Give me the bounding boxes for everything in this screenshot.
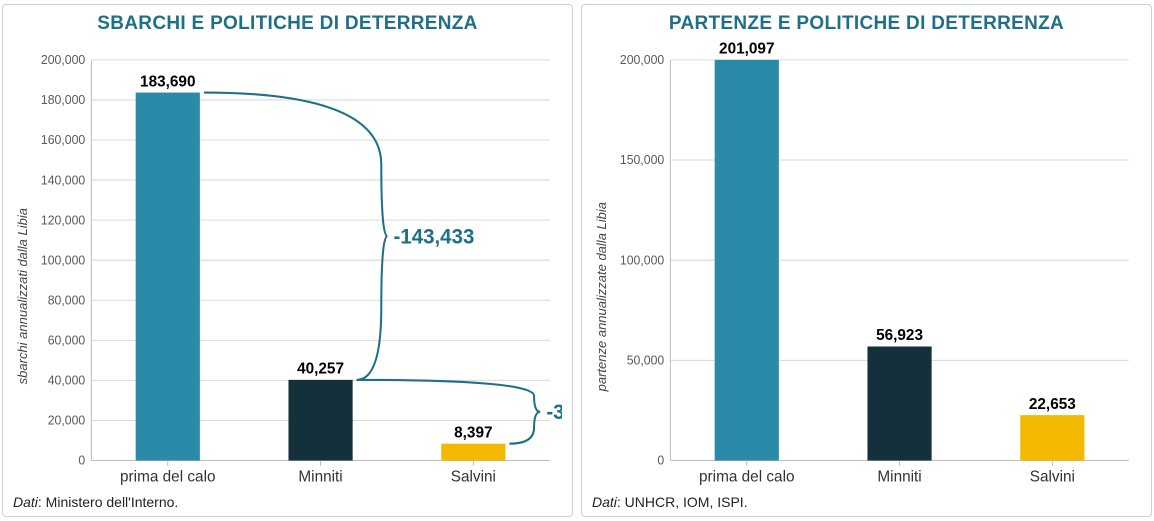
left-chart-plot-area: 0 20,000 40,000 60,000 80,000 100,000 120,000 1… bbox=[30, 41, 562, 492]
svg-text:50,000: 50,000 bbox=[627, 353, 665, 367]
left-chart-title: SBARCHI E POLITICHE DI DETERRENZA bbox=[13, 13, 562, 35]
svg-text:0: 0 bbox=[657, 454, 664, 468]
svg-text:80,000: 80,000 bbox=[48, 293, 86, 307]
svg-text:60,000: 60,000 bbox=[48, 333, 86, 347]
diff-label: -31,860 bbox=[546, 401, 562, 424]
svg-text:20,000: 20,000 bbox=[48, 414, 86, 428]
left-chart-source-text: : Ministero dell'Interno. bbox=[38, 494, 178, 510]
category-label: Salvini bbox=[451, 468, 496, 485]
svg-text:200,000: 200,000 bbox=[620, 53, 664, 67]
svg-text:140,000: 140,000 bbox=[41, 173, 85, 187]
right-chart-source-label: Dati bbox=[592, 494, 617, 510]
right-chart-source-text: : UNHCR, IOM, ISPI. bbox=[617, 494, 748, 510]
diff-brace bbox=[204, 93, 387, 380]
category-label: Minniti bbox=[298, 468, 342, 485]
diff-brace bbox=[357, 380, 540, 444]
right-chart-source: Dati: UNHCR, IOM, ISPI. bbox=[592, 492, 1141, 510]
svg-text:100,000: 100,000 bbox=[41, 253, 85, 267]
svg-text:100,000: 100,000 bbox=[620, 253, 664, 267]
diff-label: -143,433 bbox=[394, 225, 475, 248]
bar-value-label: 8,397 bbox=[454, 424, 492, 441]
right-chart-plot-area: 0 50,000 100,000 150,000 200,000 prima del ca… bbox=[609, 41, 1141, 492]
bar-value-label: 183,690 bbox=[140, 73, 195, 90]
svg-text:200,000: 200,000 bbox=[41, 53, 85, 67]
category-label: prima del calo bbox=[120, 468, 215, 485]
category-label: prima del calo bbox=[699, 468, 794, 485]
svg-text:160,000: 160,000 bbox=[41, 133, 85, 147]
bar-value-label: 201,097 bbox=[719, 41, 774, 58]
svg-text:0: 0 bbox=[78, 454, 85, 468]
left-chart-source-label: Dati bbox=[13, 494, 38, 510]
bar bbox=[441, 444, 505, 461]
svg-text:180,000: 180,000 bbox=[41, 93, 85, 107]
category-label: Minniti bbox=[877, 468, 921, 485]
category-label: Salvini bbox=[1030, 468, 1075, 485]
left-chart-source: Dati: Ministero dell'Interno. bbox=[13, 492, 562, 510]
svg-text:150,000: 150,000 bbox=[620, 153, 664, 167]
bar bbox=[288, 380, 352, 461]
right-chart-panel: PARTENZE E POLITICHE DI DETERRENZA parte… bbox=[581, 4, 1152, 517]
bar bbox=[136, 93, 200, 461]
right-chart-title: PARTENZE E POLITICHE DI DETERRENZA bbox=[592, 13, 1141, 35]
svg-text:40,000: 40,000 bbox=[48, 373, 86, 387]
bar bbox=[715, 60, 779, 461]
right-chart-ylabel: partenze annualizzate dalla Libia bbox=[592, 142, 609, 391]
left-chart-ylabel: sbarchi annualizzati dalla Libia bbox=[13, 148, 30, 384]
bar-value-label: 40,257 bbox=[297, 360, 344, 377]
left-chart-panel: SBARCHI E POLITICHE DI DETERRENZA sbarch… bbox=[2, 4, 573, 517]
bar bbox=[1020, 415, 1084, 460]
bar-value-label: 56,923 bbox=[876, 327, 923, 344]
bar-value-label: 22,653 bbox=[1029, 396, 1076, 413]
bar bbox=[867, 347, 931, 461]
svg-text:120,000: 120,000 bbox=[41, 213, 85, 227]
